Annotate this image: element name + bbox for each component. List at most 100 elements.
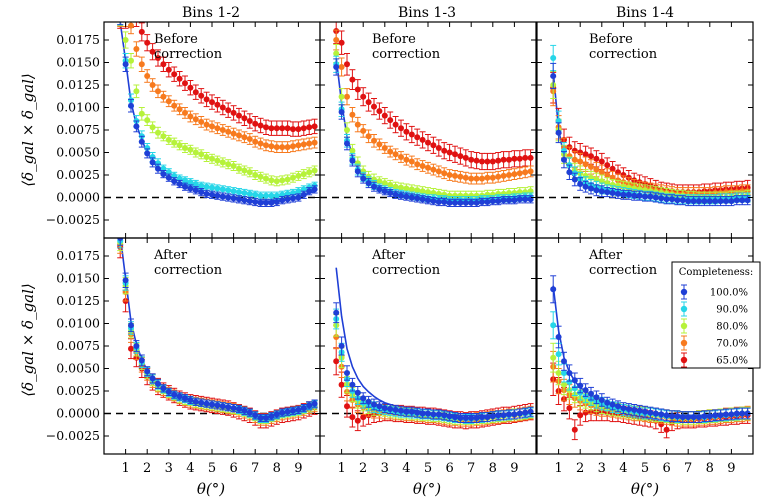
- x-tick-label: 9: [510, 461, 518, 476]
- legend-title: Completeness:: [679, 267, 754, 278]
- data-point: [473, 175, 480, 182]
- data-point: [117, 238, 124, 241]
- data-point: [685, 414, 692, 421]
- data-point: [500, 412, 507, 419]
- data-point: [473, 199, 480, 206]
- data-point: [360, 168, 367, 175]
- data-point: [263, 199, 269, 206]
- data-point: [171, 178, 178, 185]
- data-point: [284, 125, 291, 132]
- data-point: [160, 93, 167, 100]
- x-tick-label: 9: [294, 461, 302, 476]
- annotation-line: correction: [372, 263, 441, 278]
- data-point: [214, 125, 221, 132]
- data-point: [182, 177, 188, 184]
- data-point: [371, 183, 377, 190]
- data-point: [311, 400, 318, 407]
- data-point: [209, 184, 215, 191]
- data-point: [615, 182, 621, 189]
- panel-annotation: Before correction: [589, 32, 658, 62]
- data-point: [679, 197, 686, 204]
- data-point: [344, 403, 350, 410]
- data-point: [311, 167, 318, 174]
- data-point: [214, 192, 221, 199]
- data-point: [430, 166, 437, 173]
- data-point: [598, 397, 605, 403]
- data-point: [333, 50, 340, 57]
- data-point: [550, 322, 557, 329]
- data-point: [495, 157, 502, 164]
- data-point: [273, 144, 280, 151]
- data-point: [176, 142, 183, 149]
- data-point: [279, 197, 286, 204]
- legend-label: 100.0%: [710, 288, 748, 299]
- data-point: [128, 345, 134, 352]
- data-point: [452, 192, 458, 199]
- data-point: [306, 140, 313, 147]
- data-point: [155, 55, 161, 61]
- data-point: [263, 124, 269, 131]
- data-point: [408, 408, 415, 415]
- data-point: [273, 125, 280, 132]
- data-point: [631, 192, 638, 199]
- data-point: [290, 174, 296, 181]
- data-point: [566, 379, 573, 385]
- data-point: [663, 412, 670, 419]
- data-point: [279, 177, 286, 184]
- x-tick-label: 4: [402, 461, 410, 476]
- panel-1-1: 1 2 3 4 5 6 7 8 9 After correction: [319, 237, 537, 476]
- data-point: [214, 157, 221, 164]
- data-point: [468, 199, 475, 206]
- data-point: [187, 397, 194, 403]
- data-point: [658, 421, 665, 428]
- data-point: [365, 398, 372, 405]
- data-point: [555, 129, 562, 136]
- data-point: [192, 116, 199, 123]
- data-point: [609, 165, 616, 172]
- data-point: [371, 176, 377, 183]
- data-point: [295, 188, 302, 195]
- data-point: [577, 158, 584, 165]
- data-point: [489, 198, 496, 205]
- data-point: [582, 387, 589, 394]
- data-point: [642, 408, 648, 415]
- data-point: [203, 183, 210, 190]
- data-point: [252, 172, 259, 178]
- data-point: [268, 192, 275, 199]
- data-point: [398, 125, 404, 132]
- data-point: [457, 153, 464, 160]
- data-point: [376, 178, 383, 185]
- data-point: [457, 192, 464, 199]
- data-point: [473, 192, 480, 199]
- data-point: [696, 198, 702, 205]
- data-point: [203, 400, 210, 407]
- data-point: [176, 393, 183, 400]
- data-point: [349, 76, 356, 83]
- data-point: [349, 111, 356, 118]
- data-point: [349, 157, 356, 164]
- data-point: [516, 170, 523, 177]
- data-point: [241, 407, 248, 414]
- data-point: [133, 343, 140, 349]
- data-point: [273, 199, 280, 205]
- data-point: [225, 161, 232, 168]
- data-point: [468, 415, 475, 421]
- y-tick-label: 0.0025: [56, 383, 100, 398]
- data-point: [717, 198, 724, 205]
- data-point: [522, 154, 529, 161]
- data-point: [354, 160, 361, 167]
- annotation-line: After: [153, 248, 188, 263]
- data-point: [219, 186, 226, 193]
- data-point: [209, 191, 215, 198]
- data-point: [144, 368, 151, 375]
- data-point: [295, 126, 302, 133]
- data-point: [241, 167, 248, 174]
- data-point: [381, 188, 388, 195]
- data-point: [522, 189, 529, 196]
- data-point: [252, 191, 259, 198]
- data-point: [187, 113, 194, 120]
- data-point: [425, 189, 431, 196]
- data-point: [252, 412, 259, 419]
- data-point: [588, 185, 594, 192]
- y-axis-label-top: ⟨δ_gal × δ_gal⟩: [19, 73, 37, 187]
